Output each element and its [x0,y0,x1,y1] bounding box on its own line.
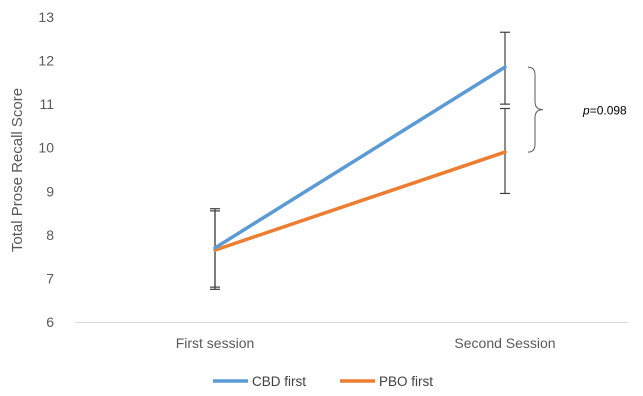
legend-label-cbd-first: CBD first [252,374,306,389]
y-axis-title: Total Prose Recall Score [9,88,26,252]
p-value-text: =0.098 [590,104,627,118]
axis-layer: 6 7 8 9 10 11 12 13 First session Second Session [38,9,628,351]
p-value-prefix: p [582,104,590,118]
y-tick-label: 9 [46,183,54,199]
series-line-pbo-first [213,150,507,252]
legend: CBD first PBO first [213,374,433,389]
y-tick-label: 11 [39,96,54,112]
error-bars-layer [210,31,510,290]
significance-bracket [527,66,544,153]
x-category-label: First session [176,335,255,351]
y-tick-label: 10 [38,140,54,156]
series-layer [213,65,507,252]
y-tick-label: 8 [46,227,54,243]
p-value-annotation: p=0.098 [582,104,627,118]
y-tick-label: 12 [38,53,54,69]
series-line-cbd-first [213,65,507,250]
y-tick-label: 6 [46,314,54,330]
x-category-label: Second Session [454,335,555,351]
y-tick-label: 7 [46,270,54,286]
legend-label-pbo-first: PBO first [379,374,433,389]
annotation-layer: p=0.098 [527,66,627,153]
y-tick-label: 13 [38,9,54,25]
